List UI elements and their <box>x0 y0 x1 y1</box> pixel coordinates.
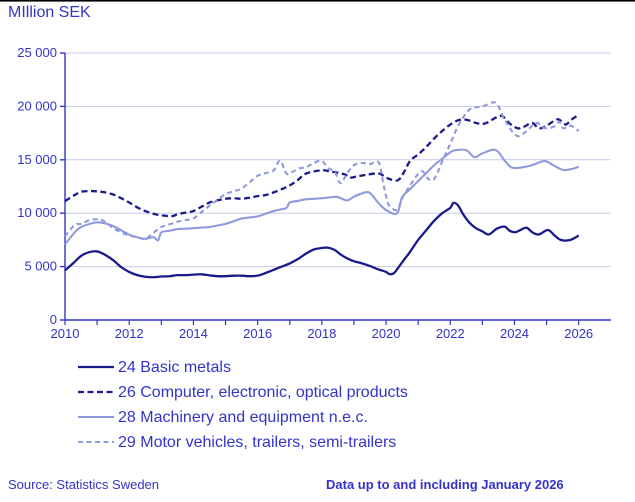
svg-text:10 000: 10 000 <box>17 205 57 220</box>
svg-text:29 Motor vehicles, trailers, s: 29 Motor vehicles, trailers, semi-traile… <box>118 434 396 451</box>
svg-text:2016: 2016 <box>243 326 272 341</box>
svg-text:0: 0 <box>50 312 57 327</box>
svg-text:5 000: 5 000 <box>24 259 57 274</box>
svg-text:2012: 2012 <box>115 326 144 341</box>
svg-text:Data up to and including Janua: Data up to and including January 2026 <box>326 477 564 492</box>
svg-text:15 000: 15 000 <box>17 152 57 167</box>
svg-text:MIllion SEK: MIllion SEK <box>8 4 91 21</box>
svg-text:24 Basic metals: 24 Basic metals <box>118 359 231 376</box>
svg-text:2026: 2026 <box>564 326 593 341</box>
svg-text:2022: 2022 <box>436 326 465 341</box>
svg-text:2014: 2014 <box>179 326 208 341</box>
svg-text:2018: 2018 <box>307 326 336 341</box>
svg-text:2010: 2010 <box>51 326 80 341</box>
svg-text:28 Machinery and equipment n.e: 28 Machinery and equipment n.e.c. <box>118 409 368 426</box>
svg-text:26 Computer, electronic, optic: 26 Computer, electronic, optical product… <box>118 384 408 401</box>
svg-text:Source: Statistics Sweden: Source: Statistics Sweden <box>8 477 159 492</box>
svg-text:25 000: 25 000 <box>17 45 57 60</box>
svg-text:2020: 2020 <box>372 326 401 341</box>
svg-text:20 000: 20 000 <box>17 98 57 113</box>
svg-text:2024: 2024 <box>500 326 529 341</box>
